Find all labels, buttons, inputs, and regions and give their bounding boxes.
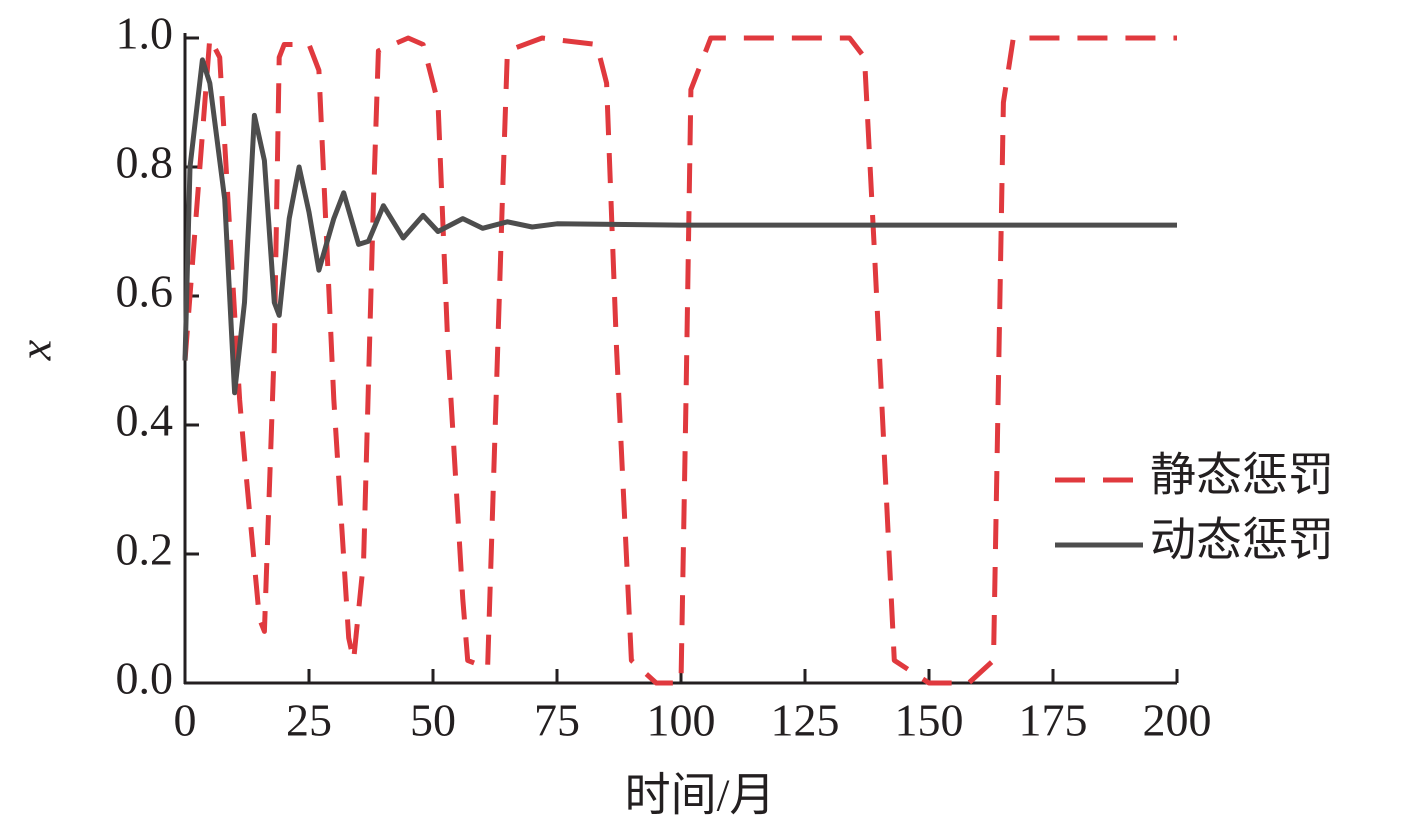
y-tick-label: 0.8 [116,137,174,188]
legend-label: 静态惩罚 [1150,450,1334,501]
x-tick-label: 75 [534,695,580,746]
x-tick-label: 150 [895,695,964,746]
y-axis-label: x [10,339,61,361]
x-tick-label: 100 [647,695,716,746]
series-line [182,57,1177,396]
x-tick-label: 200 [1143,695,1212,746]
x-tick-label: 50 [410,695,456,746]
x-tick-label: 25 [286,695,332,746]
y-tick-label: 0.0 [116,653,174,704]
y-tick-label: 0.4 [116,395,174,446]
y-tick-label: 0.6 [116,266,174,317]
x-axis-label: 时间/月 [625,770,776,821]
x-tick-label: 175 [1019,695,1088,746]
legend-label: 动态惩罚 [1150,515,1334,566]
x-tick-label: 125 [771,695,840,746]
x-tick-label: 0 [174,695,197,746]
y-tick-label: 1.0 [116,8,174,59]
series-line [182,35,1177,686]
y-tick-label: 0.2 [116,524,174,575]
